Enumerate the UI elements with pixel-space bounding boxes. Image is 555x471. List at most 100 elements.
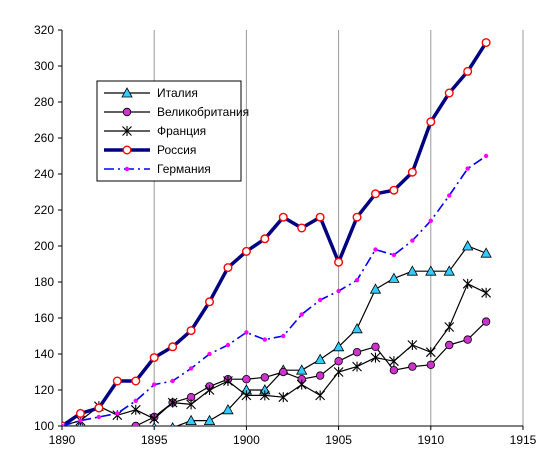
data-point <box>130 404 141 415</box>
y-tick-label: 280 <box>34 95 54 109</box>
data-point <box>131 421 140 426</box>
data-point <box>463 66 473 76</box>
data-point <box>462 278 473 289</box>
data-point <box>131 428 141 437</box>
data-point <box>96 414 102 420</box>
data-point <box>115 411 120 416</box>
data-point <box>186 326 196 336</box>
series-5 <box>62 153 489 426</box>
legend: Италия Великобритания Франция Россия Германи… <box>96 80 249 182</box>
data-point <box>112 376 122 386</box>
data-point <box>445 340 454 350</box>
data-point <box>370 352 381 363</box>
data-point <box>167 397 178 408</box>
series-4 <box>62 38 491 426</box>
y-tick-label: 240 <box>34 167 54 181</box>
data-point <box>62 423 65 426</box>
x-tick-label: 1915 <box>510 433 537 447</box>
data-point <box>332 340 345 352</box>
x-tick-label: 1890 <box>49 433 76 447</box>
data-point <box>296 379 307 390</box>
x-tick-label: 1900 <box>233 433 260 447</box>
data-point <box>462 240 474 251</box>
data-point <box>78 418 83 423</box>
y-tick-label: 140 <box>34 347 54 361</box>
data-point <box>241 246 251 256</box>
data-point <box>406 265 419 276</box>
data-point <box>222 403 234 415</box>
data-point <box>114 429 122 437</box>
data-point <box>336 288 341 294</box>
y-tick-label: 180 <box>34 275 54 289</box>
data-point <box>244 330 249 335</box>
legend-item-1: Италия <box>104 86 198 100</box>
data-point <box>481 38 491 48</box>
data-point <box>389 366 399 375</box>
data-point <box>151 421 157 426</box>
x-tick-label: 1910 <box>417 433 444 447</box>
data-point <box>444 88 454 98</box>
data-point <box>77 429 85 437</box>
data-point <box>133 398 138 403</box>
tick-labels: 100 120 140 160 180 200 220 240 260 280 300 320 1890… <box>34 23 537 447</box>
data-point <box>279 367 288 377</box>
legend-marker <box>122 126 132 136</box>
data-point <box>351 322 363 334</box>
data-point <box>483 153 489 159</box>
legend-item-2: Великобритания <box>104 105 249 119</box>
data-point <box>205 297 215 307</box>
data-point <box>241 390 252 401</box>
data-point <box>407 340 418 350</box>
data-point <box>465 166 470 171</box>
series-line <box>62 155 487 426</box>
data-point <box>112 432 122 441</box>
y-tick-label: 260 <box>34 131 54 145</box>
series-3 <box>62 278 492 426</box>
x-tick-label: 1905 <box>325 433 352 447</box>
data-point <box>203 414 216 426</box>
data-point <box>410 238 415 243</box>
series-1 <box>62 240 492 441</box>
data-point <box>225 342 231 348</box>
data-point <box>370 189 380 199</box>
data-point <box>207 351 212 357</box>
series-line <box>62 283 487 426</box>
y-tick-label: 160 <box>34 311 54 325</box>
data-point <box>278 392 289 403</box>
data-point <box>259 390 270 401</box>
data-point <box>296 364 308 375</box>
data-point <box>315 371 325 380</box>
legend-label: Россия <box>157 143 196 157</box>
legend-marker <box>121 87 133 98</box>
data-point <box>281 333 286 339</box>
legend-label: Франция <box>157 124 206 138</box>
y-tick-label: 100 <box>34 419 54 433</box>
data-point <box>314 353 326 364</box>
y-tick-label: 320 <box>34 23 54 37</box>
data-point <box>334 357 343 366</box>
data-point <box>94 403 104 413</box>
legend-marker <box>124 166 130 172</box>
data-point <box>152 382 157 387</box>
data-point <box>443 265 455 276</box>
data-point <box>388 272 400 283</box>
data-point <box>278 212 288 222</box>
data-point <box>352 348 362 357</box>
data-point <box>170 378 175 384</box>
data-point <box>334 257 344 267</box>
data-point <box>391 252 397 258</box>
data-point <box>94 428 104 437</box>
data-point <box>354 278 360 283</box>
data-point <box>188 366 194 371</box>
data-point <box>425 265 437 276</box>
data-point <box>371 342 380 351</box>
data-point <box>186 399 196 410</box>
data-point <box>389 185 399 195</box>
y-tick-label: 300 <box>34 59 54 73</box>
data-point <box>352 361 362 372</box>
data-point <box>95 437 103 445</box>
data-point <box>297 223 307 233</box>
data-point <box>168 342 178 352</box>
data-point <box>428 218 433 223</box>
data-point <box>426 117 436 127</box>
